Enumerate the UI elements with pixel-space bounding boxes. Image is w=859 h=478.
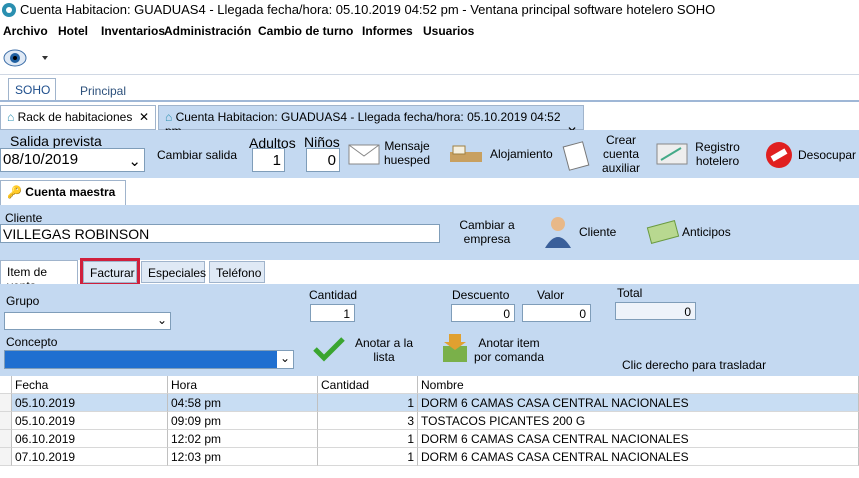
table-cell[interactable]: 1 <box>318 430 418 448</box>
icon <box>348 144 380 165</box>
label: Niños <box>304 134 340 150</box>
doc-tab[interactable]: ⌂ Cuenta Habitacion: GUADUAS4 - Llegada … <box>158 105 584 138</box>
table-cell[interactable]: 12:03 pm <box>168 448 318 466</box>
menu-item[interactable]: Archivo <box>3 24 48 38</box>
column-header[interactable]: Fecha <box>12 376 168 394</box>
tab-label: Rack de habitaciones <box>17 110 133 124</box>
account-tab[interactable]: 🔑 Cuenta maestra <box>0 180 126 206</box>
icon <box>562 141 590 171</box>
quick-access[interactable] <box>2 46 52 70</box>
data-grid: Fecha Hora Cantidad Nombre 05.10.2019 04:58 p… <box>0 376 859 478</box>
button[interactable]: Desocupar <box>798 148 857 162</box>
column-header[interactable]: Hora <box>168 376 318 394</box>
input[interactable]: 1 <box>310 304 355 322</box>
sub-tab[interactable]: Facturar <box>83 261 137 283</box>
date-picker[interactable]: 08/10/2019 ⌄ <box>0 148 145 172</box>
row-indicator <box>0 448 12 466</box>
column-header[interactable]: Nombre <box>418 376 859 394</box>
highlight <box>80 258 140 286</box>
column-header[interactable]: Cantidad <box>318 376 418 394</box>
label: Descuento <box>452 288 510 302</box>
table-cell[interactable]: TOSTACOS PICANTES 200 G <box>418 412 859 430</box>
button[interactable]: Mensaje huesped <box>383 139 431 167</box>
row-indicator <box>0 430 12 448</box>
table-cell[interactable]: 06.10.2019 <box>12 430 168 448</box>
button[interactable]: Crear cuenta auxiliar <box>601 133 640 175</box>
table-cell[interactable]: 05.10.2019 <box>12 412 168 430</box>
icon <box>443 334 467 362</box>
ribbon-tab[interactable]: SOHO <box>8 78 56 101</box>
input[interactable]: 0 <box>451 304 515 322</box>
icon <box>766 142 792 168</box>
sub-tab[interactable]: Especiales <box>141 261 206 283</box>
combo[interactable]: ⌄ <box>4 312 171 330</box>
icon <box>646 220 680 244</box>
icon <box>545 217 571 248</box>
sub-tab[interactable]: Item de venta <box>0 260 78 293</box>
header-cell <box>0 376 12 394</box>
table-cell[interactable]: 1 <box>318 394 418 412</box>
label: Total <box>617 286 643 300</box>
table-cell[interactable]: DORM 6 CAMAS CASA CENTRAL NACIONALES <box>418 448 859 466</box>
menu-item[interactable]: Administración <box>164 24 252 38</box>
label: Grupo <box>6 294 40 308</box>
table-cell[interactable]: 12:02 pm <box>168 430 318 448</box>
button[interactable]: Cambiar salida <box>157 148 238 162</box>
menu-item[interactable]: Inventarios <box>101 24 166 38</box>
label: Cliente <box>5 211 43 225</box>
hint: Clic derecho para trasladar <box>622 358 767 372</box>
table-cell[interactable]: DORM 6 CAMAS CASA CENTRAL NACIONALES <box>418 394 859 412</box>
table-cell[interactable]: 07.10.2019 <box>12 448 168 466</box>
row-indicator <box>0 412 12 430</box>
label: Adultos <box>249 135 296 151</box>
button[interactable]: Anticipos <box>682 225 731 239</box>
label: Cantidad <box>309 288 358 302</box>
button[interactable]: Cambiar a empresa <box>459 218 515 246</box>
icon <box>656 143 688 165</box>
icon <box>450 145 482 162</box>
label: Valor <box>537 288 565 302</box>
table-cell[interactable]: 05.10.2019 <box>12 394 168 412</box>
table-cell[interactable]: 1 <box>318 448 418 466</box>
table-cell[interactable]: 09:09 pm <box>168 412 318 430</box>
client-name[interactable]: VILLEGAS ROBINSON <box>0 224 440 243</box>
menu-item[interactable]: Cambio de turno <box>258 24 354 38</box>
row-indicator <box>0 394 12 412</box>
menu-item[interactable]: Hotel <box>58 24 88 38</box>
menu-item[interactable]: Informes <box>362 24 413 38</box>
menu-item[interactable]: Usuarios <box>423 24 475 38</box>
label: Concepto <box>6 335 58 349</box>
output: 0 <box>615 302 696 320</box>
window-title: Cuenta Habitacion: GUADUAS4 - Llegada fe… <box>20 2 716 17</box>
combo[interactable]: ⌄ <box>4 350 294 369</box>
date-value: 08/10/2019 <box>3 151 79 168</box>
button[interactable]: Anotar item por comanda <box>473 336 545 364</box>
button[interactable]: Cliente <box>579 225 617 239</box>
input[interactable]: 1 <box>252 148 285 172</box>
doc-tab[interactable]: ⌂ Rack de habitaciones ✕ <box>0 105 156 130</box>
table-cell[interactable]: 3 <box>318 412 418 430</box>
table-cell[interactable]: DORM 6 CAMAS CASA CENTRAL NACIONALES <box>418 430 859 448</box>
ribbon-tab[interactable]: Principal <box>80 84 127 98</box>
table-cell[interactable]: 04:58 pm <box>168 394 318 412</box>
icon <box>313 337 345 362</box>
label: Salida prevista <box>10 133 102 149</box>
app-icon <box>2 3 16 17</box>
input[interactable]: 0 <box>522 304 591 322</box>
tab-label: Cuenta maestra <box>25 185 116 199</box>
button[interactable]: Registro hotelero <box>695 140 740 168</box>
button[interactable]: Alojamiento <box>490 147 553 161</box>
input[interactable]: 0 <box>306 148 340 172</box>
sub-tab[interactable]: Teléfono <box>209 261 265 283</box>
button[interactable]: Anotar a la lista <box>354 336 414 364</box>
